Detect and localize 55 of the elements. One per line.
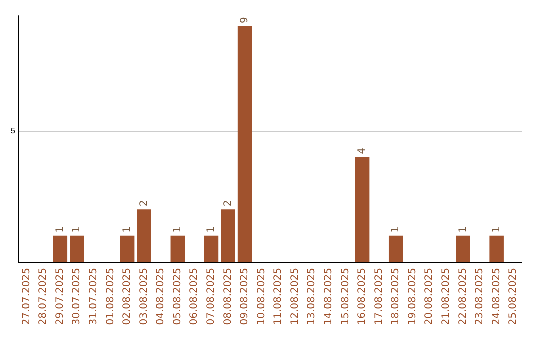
data-label: 1 [390, 226, 402, 233]
bar [238, 26, 252, 262]
data-label: 1 [172, 226, 184, 233]
y-tick-label: 5 [10, 126, 16, 136]
x-tick-label: 23.08.2025 [474, 268, 486, 326]
data-label: 9 [240, 17, 251, 24]
bar [204, 236, 219, 262]
bar [456, 236, 470, 262]
bar [170, 236, 186, 262]
x-tick-label: 20.08.2025 [424, 268, 436, 326]
bar [221, 210, 236, 262]
x-tick-label: 15.08.2025 [340, 268, 352, 326]
x-tick-label: 12.08.2025 [290, 268, 301, 326]
x-tick-label: 13.08.2025 [306, 268, 318, 326]
bar [388, 236, 404, 262]
data-label: 2 [222, 200, 234, 207]
x-tick-label: 28.07.2025 [38, 268, 50, 326]
data-label: 4 [357, 148, 368, 154]
x-tick-label: 11.08.2025 [273, 268, 284, 326]
x-tick-label: 06.08.2025 [189, 268, 200, 326]
data-label: 1 [458, 226, 469, 233]
x-tick-label: 17.08.2025 [374, 268, 385, 326]
bar [70, 236, 84, 262]
x-tick-label: 16.08.2025 [357, 268, 368, 326]
x-tick-label: 19.08.2025 [407, 268, 418, 326]
x-tick-label: 10.08.2025 [256, 268, 268, 326]
x-tick-label: 03.08.2025 [138, 268, 150, 326]
x-tick-label: 04.08.2025 [156, 268, 167, 326]
bar [137, 210, 152, 262]
x-tick-label: 25.08.2025 [508, 268, 520, 326]
x-tick-label: 27.07.2025 [21, 268, 32, 326]
data-label: 1 [206, 226, 217, 233]
bar [53, 236, 68, 262]
data-label: 2 [138, 200, 150, 207]
x-tick-label: 09.08.2025 [240, 268, 251, 326]
data-label: 1 [72, 226, 83, 233]
data-label: 1 [122, 226, 134, 233]
x-tick-label: 02.08.2025 [122, 268, 134, 326]
data-label: 1 [491, 226, 502, 233]
bar [120, 236, 135, 262]
x-tick-label: 07.08.2025 [206, 268, 217, 326]
x-tick-label: 05.08.2025 [172, 268, 184, 326]
x-tick-label: 08.08.2025 [222, 268, 234, 326]
x-tick-label: 29.07.2025 [54, 268, 66, 326]
x-tick-label: 22.08.2025 [458, 268, 469, 326]
bar [490, 236, 504, 262]
x-tick-label: 18.08.2025 [390, 268, 402, 326]
x-tick-label: 14.08.2025 [323, 268, 334, 326]
x-tick-label: 30.07.2025 [72, 268, 83, 326]
x-tick-label: 01.08.2025 [105, 268, 116, 326]
x-tick-label: 21.08.2025 [440, 268, 452, 326]
data-label: 1 [54, 226, 66, 233]
x-tick-label: 31.07.2025 [88, 268, 100, 326]
x-tick-label: 24.08.2025 [491, 268, 502, 326]
bar [355, 157, 370, 262]
